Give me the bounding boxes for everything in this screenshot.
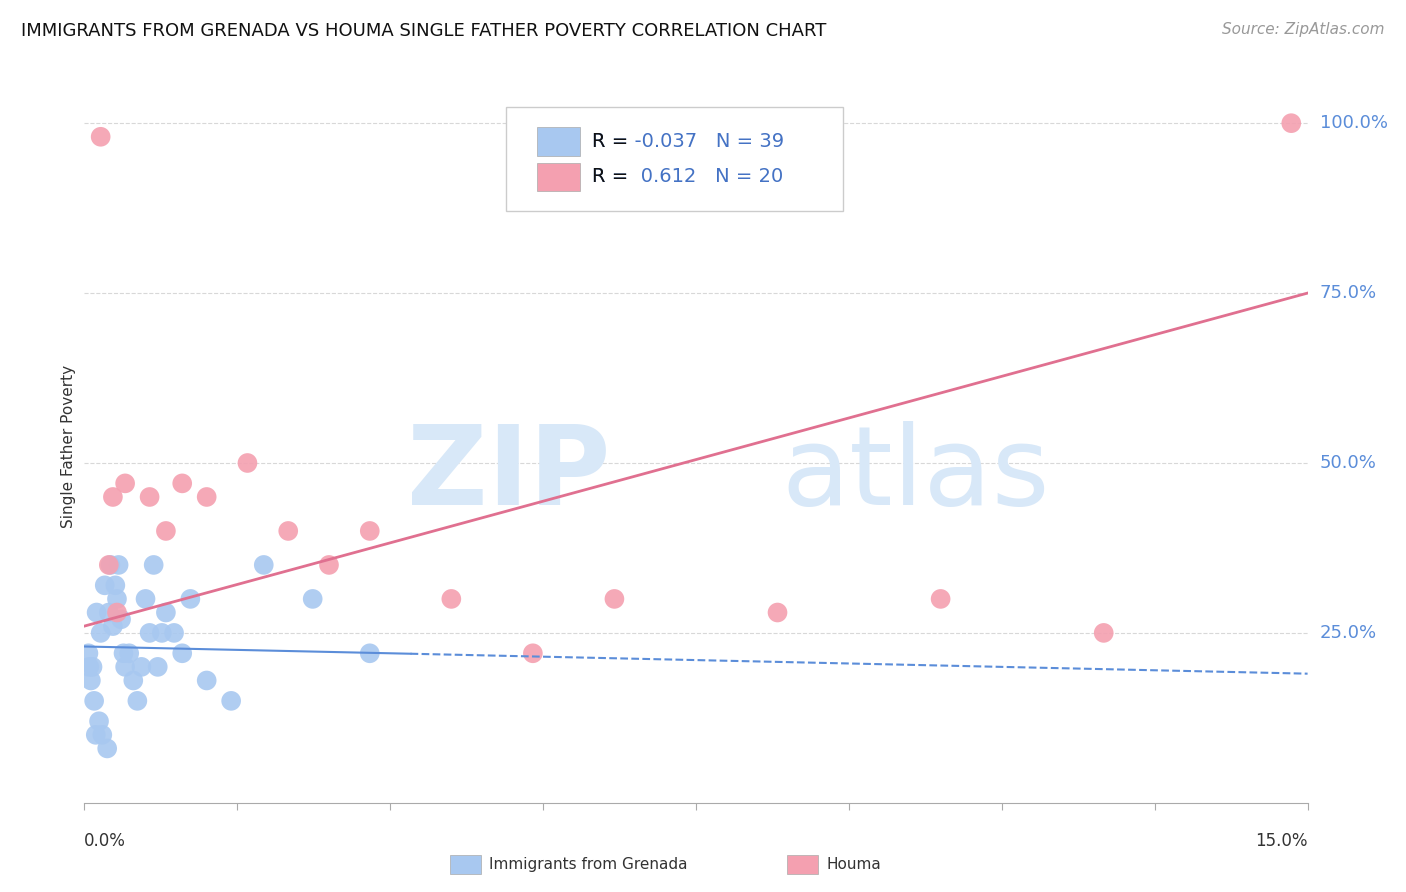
Text: R =  0.612   N = 20: R = 0.612 N = 20 xyxy=(592,168,783,186)
Point xyxy=(77,646,100,660)
Point xyxy=(84,728,107,742)
Point xyxy=(90,129,112,144)
Point xyxy=(146,660,169,674)
Point xyxy=(253,558,276,572)
Point xyxy=(766,606,789,620)
FancyBboxPatch shape xyxy=(537,127,579,155)
Text: R =: R = xyxy=(592,132,634,151)
Point xyxy=(100,558,122,572)
Text: 75.0%: 75.0% xyxy=(1320,284,1376,302)
Point xyxy=(359,646,381,660)
Text: ZIP: ZIP xyxy=(406,421,610,528)
Point xyxy=(150,626,173,640)
Point xyxy=(155,606,177,620)
FancyBboxPatch shape xyxy=(537,162,579,191)
Point xyxy=(155,524,177,538)
Text: 25.0%: 25.0% xyxy=(1320,624,1376,642)
Point xyxy=(77,660,100,674)
FancyBboxPatch shape xyxy=(506,107,842,211)
Point xyxy=(138,490,160,504)
Point xyxy=(142,558,165,572)
Point xyxy=(90,626,112,640)
Text: atlas: atlas xyxy=(782,421,1050,528)
Text: R =: R = xyxy=(592,168,634,186)
Point xyxy=(172,646,194,660)
Text: R = -0.037   N = 39: R = -0.037 N = 39 xyxy=(592,132,785,151)
Point xyxy=(127,694,149,708)
Point xyxy=(359,524,381,538)
Point xyxy=(236,456,259,470)
Point xyxy=(122,673,145,688)
Point xyxy=(91,728,114,742)
Point xyxy=(195,673,218,688)
Point xyxy=(301,591,323,606)
Y-axis label: Single Father Poverty: Single Father Poverty xyxy=(60,365,76,527)
Point xyxy=(277,524,299,538)
Point xyxy=(440,591,463,606)
Point xyxy=(93,578,115,592)
Point xyxy=(105,606,128,620)
Point xyxy=(83,694,105,708)
Point xyxy=(80,673,103,688)
Point xyxy=(105,591,128,606)
Point xyxy=(179,591,201,606)
Point xyxy=(163,626,186,640)
Point xyxy=(82,660,104,674)
Point xyxy=(135,591,157,606)
Point xyxy=(318,558,340,572)
Point xyxy=(219,694,242,708)
Point xyxy=(138,626,160,640)
Point xyxy=(87,714,110,729)
Point xyxy=(118,646,141,660)
Point xyxy=(172,476,194,491)
Point xyxy=(114,660,136,674)
Point xyxy=(101,619,124,633)
Point xyxy=(97,606,120,620)
Point xyxy=(929,591,952,606)
Point xyxy=(96,741,118,756)
Point xyxy=(1092,626,1115,640)
Text: Immigrants from Grenada: Immigrants from Grenada xyxy=(489,857,688,871)
Point xyxy=(107,558,129,572)
Point xyxy=(195,490,218,504)
Text: 100.0%: 100.0% xyxy=(1320,114,1388,132)
Text: 50.0%: 50.0% xyxy=(1320,454,1376,472)
Text: Source: ZipAtlas.com: Source: ZipAtlas.com xyxy=(1222,22,1385,37)
Point xyxy=(131,660,153,674)
Text: 0.0%: 0.0% xyxy=(84,831,127,849)
Point xyxy=(97,558,120,572)
Point xyxy=(101,490,124,504)
Text: 15.0%: 15.0% xyxy=(1256,831,1308,849)
Point xyxy=(522,646,544,660)
Point xyxy=(104,578,127,592)
Point xyxy=(1279,116,1302,130)
Text: IMMIGRANTS FROM GRENADA VS HOUMA SINGLE FATHER POVERTY CORRELATION CHART: IMMIGRANTS FROM GRENADA VS HOUMA SINGLE … xyxy=(21,22,827,40)
Point xyxy=(114,476,136,491)
Point xyxy=(603,591,626,606)
Text: Houma: Houma xyxy=(827,857,882,871)
Point xyxy=(110,612,132,626)
Point xyxy=(112,646,135,660)
Point xyxy=(86,606,108,620)
